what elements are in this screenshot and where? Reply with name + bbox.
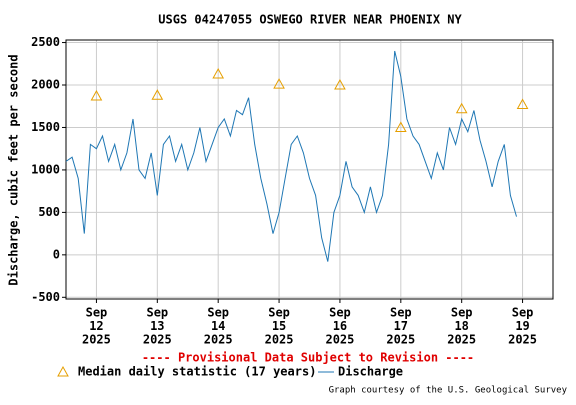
x-tick-label: 16 [333, 319, 347, 333]
median-marker [273, 78, 285, 89]
x-tick-label: Sep [86, 306, 108, 320]
chart-title: USGS 04247055 OSWEGO RIVER NEAR PHOENIX … [158, 13, 462, 27]
legend-label: Discharge [338, 365, 403, 379]
credit: Graph courtesy of the U.S. Geological Su… [329, 386, 568, 396]
x-tick-label: 18 [454, 319, 468, 333]
x-tick-label: Sep [512, 306, 534, 320]
legend-swatch [57, 365, 69, 377]
y-tick-label: 2000 [31, 78, 60, 92]
y-tick-label: -500 [31, 290, 60, 304]
x-tick-label: 2025 [265, 333, 294, 347]
median-marker [334, 78, 346, 90]
x-tick-label: 14 [211, 319, 225, 333]
discharge-line [65, 50, 517, 262]
x-tick-label: Sep [451, 306, 473, 320]
median-marker [394, 121, 407, 132]
x-tick-label: 2025 [447, 333, 476, 347]
median-marker [455, 102, 468, 114]
median-marker [151, 89, 164, 100]
provisional-note: ---- Provisional Data Subject to Revisio… [142, 351, 474, 365]
x-tick-label: 2025 [325, 333, 354, 347]
x-tick-label: Sep [146, 306, 168, 320]
median-marker [90, 90, 103, 101]
x-tick-label: 2025 [143, 333, 172, 347]
y-tick-label: 1500 [31, 120, 60, 134]
x-tick-label: 2025 [386, 333, 415, 347]
y-tick-label: 2500 [31, 35, 60, 49]
y-tick-label: 500 [38, 205, 60, 219]
plot-frame [65, 39, 554, 300]
y-tick-label: 1000 [31, 162, 60, 176]
median-marker [212, 67, 225, 79]
y-axis-label: Discharge, cubic feet per second [7, 54, 21, 285]
x-tick-label: 2025 [204, 333, 233, 347]
legend-label: Median daily statistic (17 years) [78, 365, 316, 379]
x-tick-label: Sep [207, 306, 229, 320]
x-tick-label: Sep [329, 306, 351, 320]
x-tick-label: 15 [272, 319, 286, 333]
x-tick-label: 19 [515, 319, 529, 333]
median-marker [516, 98, 529, 110]
x-tick-label: 2025 [82, 333, 111, 347]
x-tick-label: Sep [390, 306, 412, 320]
x-tick-label: 2025 [508, 333, 537, 347]
x-tick-label: 12 [89, 319, 103, 333]
x-tick-label: 13 [150, 319, 164, 333]
x-tick-label: Sep [268, 306, 290, 320]
x-tick-label: 17 [394, 319, 408, 333]
y-tick-label: 0 [53, 247, 60, 261]
